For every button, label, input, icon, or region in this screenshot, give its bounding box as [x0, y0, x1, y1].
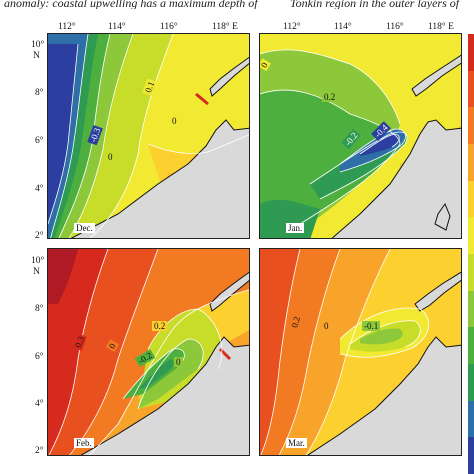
colorbar [468, 34, 474, 474]
lon-tick-118-left: 118° E [212, 22, 238, 32]
feb-band-9 [138, 359, 174, 389]
lon-tick-112-left: 112° [58, 22, 76, 32]
lon-tick-116-right: 116° [386, 22, 404, 32]
colorbar-segment-10 [468, 400, 474, 438]
jan-contour-label-1: 0.2 [322, 92, 338, 102]
colorbar-segment-1 [468, 70, 474, 108]
lat-tick-n-bottom: N [33, 267, 40, 277]
lat-tick-4-top: 4° [35, 184, 44, 194]
jan-band-5 [360, 134, 400, 156]
lon-tick-114-left: 114° [108, 22, 126, 32]
colorbar-segment-11 [468, 437, 474, 474]
lat-tick-10-top: 10° [31, 40, 45, 50]
lon-tick-114-right: 114° [334, 22, 352, 32]
jan-land-palawan [411, 54, 461, 97]
dec-red-marker [195, 92, 209, 106]
feb-red-marker [218, 347, 232, 361]
caption-strip: anomaly: coastal upwelling has a maximum… [0, 0, 474, 9]
dec-panel-name: Dec. [74, 223, 95, 233]
dec-contour-label-3: 0 [106, 152, 115, 162]
dec-contour-label-2: 0 [170, 116, 179, 126]
colorbar-segment-6 [468, 253, 474, 291]
mar-contour-map [260, 249, 461, 455]
mar-land-borneo [307, 336, 461, 455]
dec-band-6 [48, 44, 78, 224]
feb-band-7 [138, 339, 204, 409]
jan-contour-lines [260, 49, 408, 225]
feb-contour-label-4: 0 [174, 357, 183, 367]
dec-contour-map [48, 34, 249, 238]
caption-left: anomaly: coastal upwelling has a maximum… [4, 0, 258, 9]
lon-tick-112-right: 112° [283, 22, 301, 32]
mar-band-3 [279, 249, 390, 455]
jan-contour-map [260, 34, 461, 238]
jan-land-islet [434, 202, 451, 231]
lat-tick-8-top: 8° [35, 88, 44, 98]
mar-band-1 [260, 249, 300, 455]
mar-panel-name: Mar. [286, 438, 307, 448]
mar-land-palawan [414, 271, 461, 312]
feb-band-2 [48, 249, 78, 304]
jan-band-2 [260, 90, 400, 238]
feb-band-1 [48, 249, 108, 455]
lat-tick-4-bottom: 4° [35, 399, 44, 409]
colorbar-segment-3 [468, 143, 474, 181]
feb-contour-lines [48, 249, 249, 455]
colorbar-segment-5 [468, 217, 474, 254]
lon-tick-116-left: 116° [160, 22, 178, 32]
lat-tick-2-top: 2° [35, 231, 44, 241]
colorbar-segment-8 [468, 327, 474, 364]
feb-land-borneo [80, 336, 249, 455]
colorbar-segment-2 [468, 107, 474, 144]
lat-tick-n-top: N [33, 51, 40, 61]
colorbar-segment-4 [468, 180, 474, 218]
dec-land-palawan [209, 56, 249, 97]
lat-tick-10-bottom: 10° [31, 256, 45, 266]
dec-contour-lines [48, 34, 249, 238]
dec-land-borneo [70, 119, 249, 238]
mar-contour-label-1: -0.1 [362, 321, 381, 331]
lat-tick-2-bottom: 2° [35, 446, 44, 456]
lat-tick-6-bottom: 6° [35, 352, 44, 362]
mar-band-6 [360, 328, 403, 345]
colorbar-segment-0 [468, 34, 474, 71]
mar-band-2 [260, 249, 340, 455]
colorbar-segment-7 [468, 290, 474, 328]
mar-contour-label-2: 0 [322, 321, 331, 331]
lat-tick-6-top: 6° [35, 136, 44, 146]
map-panel-feb: 0.3 0 0.2 -0.2 0 Feb. [47, 248, 250, 456]
feb-band-3 [49, 249, 158, 455]
lon-tick-118-right: 118° E [428, 22, 454, 32]
map-panel-mar: 0.2 -0.1 0 Mar. [259, 248, 462, 456]
feb-band-4 [69, 249, 249, 455]
lat-tick-8-bottom: 8° [35, 304, 44, 314]
map-panel-jan: 0 0.2 -0.2 -0.4 Jan. [259, 33, 462, 239]
map-panel-dec: 0.1 -0.3 0 0 Dec. [47, 33, 250, 239]
colorbar-segment-9 [468, 363, 474, 401]
jan-panel-name: Jan. [286, 223, 305, 233]
jan-band-6 [260, 199, 320, 238]
caption-right: Tonkin region in the outer layers of [290, 0, 460, 9]
feb-panel-name: Feb. [74, 438, 94, 448]
feb-contour-label-2: 0.2 [152, 321, 168, 331]
mar-contour-lines [260, 249, 430, 455]
jan-land-borneo [331, 119, 461, 238]
feb-land-palawan [209, 271, 249, 312]
